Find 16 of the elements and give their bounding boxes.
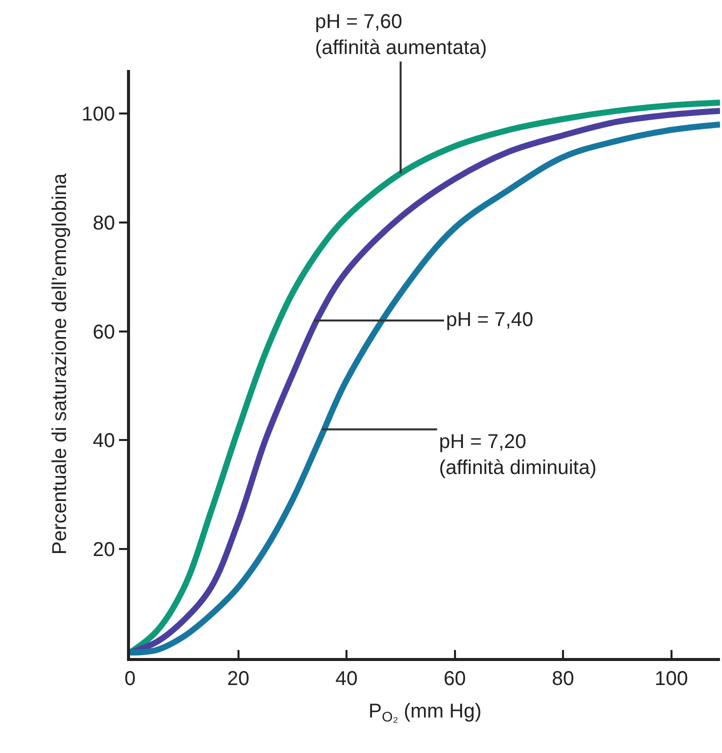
- x-tick-label: 80: [552, 668, 574, 690]
- x-tick-label: 20: [227, 668, 250, 690]
- y-tick-label: 20: [92, 539, 115, 562]
- annotation: pH = 7,40: [446, 309, 534, 331]
- annotation: pH = 7,60 (affinità aumentata): [315, 11, 487, 59]
- y-tick-label: 80: [92, 212, 115, 234]
- x-tick-label: 0: [124, 668, 136, 690]
- y-tick-label: 40: [92, 430, 115, 452]
- x-tick-label: 40: [335, 668, 358, 690]
- y-axis-title: Percentuale di saturazione dell’emoglobina: [49, 172, 72, 555]
- x-axis-title: P$_{O₂}$ (mm Hg): [368, 700, 482, 725]
- annotation: pH = 7,20 (affinità diminuita): [439, 431, 596, 479]
- y-tick-label: 100: [82, 104, 115, 126]
- x-tick-label: 60: [444, 668, 466, 690]
- x-tick-label: 100: [654, 668, 688, 690]
- y-tick-label: 60: [92, 321, 115, 344]
